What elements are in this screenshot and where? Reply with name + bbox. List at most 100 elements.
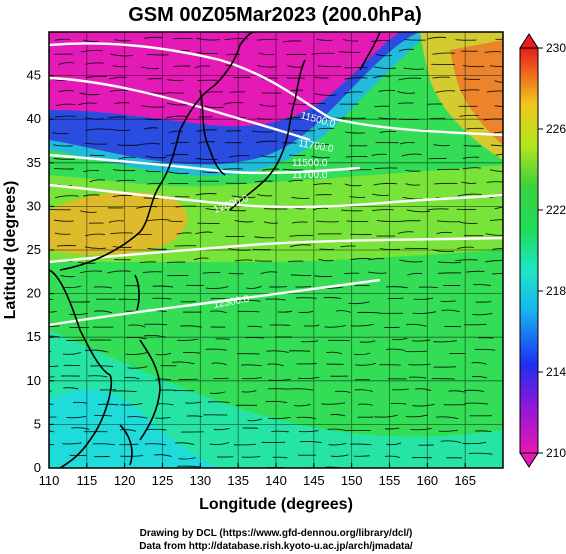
- streamline: [240, 364, 262, 367]
- streamline: [205, 208, 228, 211]
- streamline: [226, 53, 241, 56]
- streamline: [398, 77, 422, 81]
- streamline: [55, 195, 79, 199]
- streamline: [298, 310, 314, 313]
- streamline: [289, 388, 314, 391]
- streamline: [372, 193, 389, 196]
- streamline: [462, 156, 480, 159]
- streamline: [108, 128, 131, 131]
- streamline: [408, 363, 431, 366]
- streamline: [463, 145, 482, 147]
- streamline: [494, 80, 503, 83]
- streamline: [384, 427, 400, 430]
- streamline: [374, 105, 390, 108]
- streamline: [268, 378, 291, 381]
- streamline: [136, 206, 158, 209]
- x-tick-label: 110: [39, 473, 60, 488]
- contour-line: [49, 183, 503, 209]
- streamline: [288, 179, 303, 183]
- streamline: [406, 323, 427, 327]
- streamline: [291, 221, 308, 224]
- streamline: [176, 232, 192, 235]
- streamline: [384, 455, 401, 458]
- colorbar-tick-label: 214: [546, 365, 566, 379]
- streamline: [474, 348, 496, 351]
- streamline: [120, 402, 143, 406]
- streamline: [110, 89, 128, 92]
- streamline: [195, 157, 218, 161]
- streamline: [324, 324, 346, 328]
- streamline: [390, 402, 407, 405]
- y-tick-label: 25: [27, 242, 41, 257]
- streamline: [398, 220, 421, 222]
- streamline: [318, 258, 334, 262]
- streamline: [299, 441, 322, 444]
- streamline: [486, 181, 503, 183]
- field-magenta-north: [49, 32, 400, 127]
- y-tick-label: 35: [27, 155, 41, 170]
- streamline: [247, 325, 262, 328]
- streamline: [342, 117, 366, 119]
- streamline: [368, 258, 385, 261]
- streamline: [378, 89, 396, 92]
- streamline: [484, 260, 503, 263]
- streamline: [316, 38, 333, 41]
- streamline: [49, 325, 60, 327]
- streamline: [357, 311, 380, 314]
- streamline: [408, 376, 427, 379]
- coast-philippines: [119, 339, 161, 466]
- colorbar-tick-label: 210: [546, 446, 566, 460]
- streamline: [323, 297, 341, 300]
- coast-korea: [199, 89, 226, 176]
- y-tick-label: 15: [27, 329, 41, 344]
- streamline: [94, 310, 113, 314]
- contour-line: [49, 278, 381, 327]
- streamline: [234, 259, 253, 262]
- streamline: [296, 297, 317, 299]
- streamline: [185, 401, 202, 404]
- streamline: [397, 90, 416, 94]
- streamline: [289, 244, 312, 248]
- streamline: [237, 310, 260, 313]
- streamline: [378, 117, 397, 120]
- streamline: [427, 36, 447, 40]
- streamline: [350, 257, 371, 261]
- streamline: [210, 310, 227, 314]
- streamline: [257, 193, 273, 197]
- streamline: [437, 261, 462, 264]
- streamline: [107, 270, 131, 274]
- coast-taiwan: [134, 274, 140, 311]
- streamline: [223, 168, 244, 170]
- chart-title: GSM 00Z05Mar2023 (200.0hPa): [128, 4, 422, 26]
- streamline: [370, 40, 390, 42]
- streamline: [213, 428, 230, 431]
- streamline: [112, 390, 137, 393]
- streamline: [374, 414, 398, 418]
- streamline: [398, 48, 414, 52]
- streamline: [350, 323, 374, 327]
- streamline: [49, 403, 54, 406]
- streamline: [58, 62, 75, 65]
- streamline: [88, 375, 108, 378]
- streamline: [457, 193, 482, 197]
- streamline: [172, 361, 195, 365]
- streamline: [93, 286, 113, 289]
- streamline: [49, 390, 52, 392]
- streamline: [56, 245, 76, 247]
- streamline: [288, 350, 311, 352]
- streamline: [282, 40, 302, 43]
- streamline: [310, 102, 326, 105]
- streamline: [313, 183, 332, 186]
- streamline: [196, 129, 217, 132]
- streamline: [193, 257, 209, 261]
- streamline: [183, 351, 201, 354]
- streamline: [155, 416, 171, 419]
- streamline: [455, 39, 477, 41]
- streamline: [354, 389, 373, 392]
- streamline: [404, 39, 426, 41]
- streamline: [241, 390, 257, 393]
- streamline: [368, 271, 387, 274]
- streamline: [128, 324, 146, 328]
- streamline: [466, 127, 484, 130]
- streamline: [489, 219, 503, 221]
